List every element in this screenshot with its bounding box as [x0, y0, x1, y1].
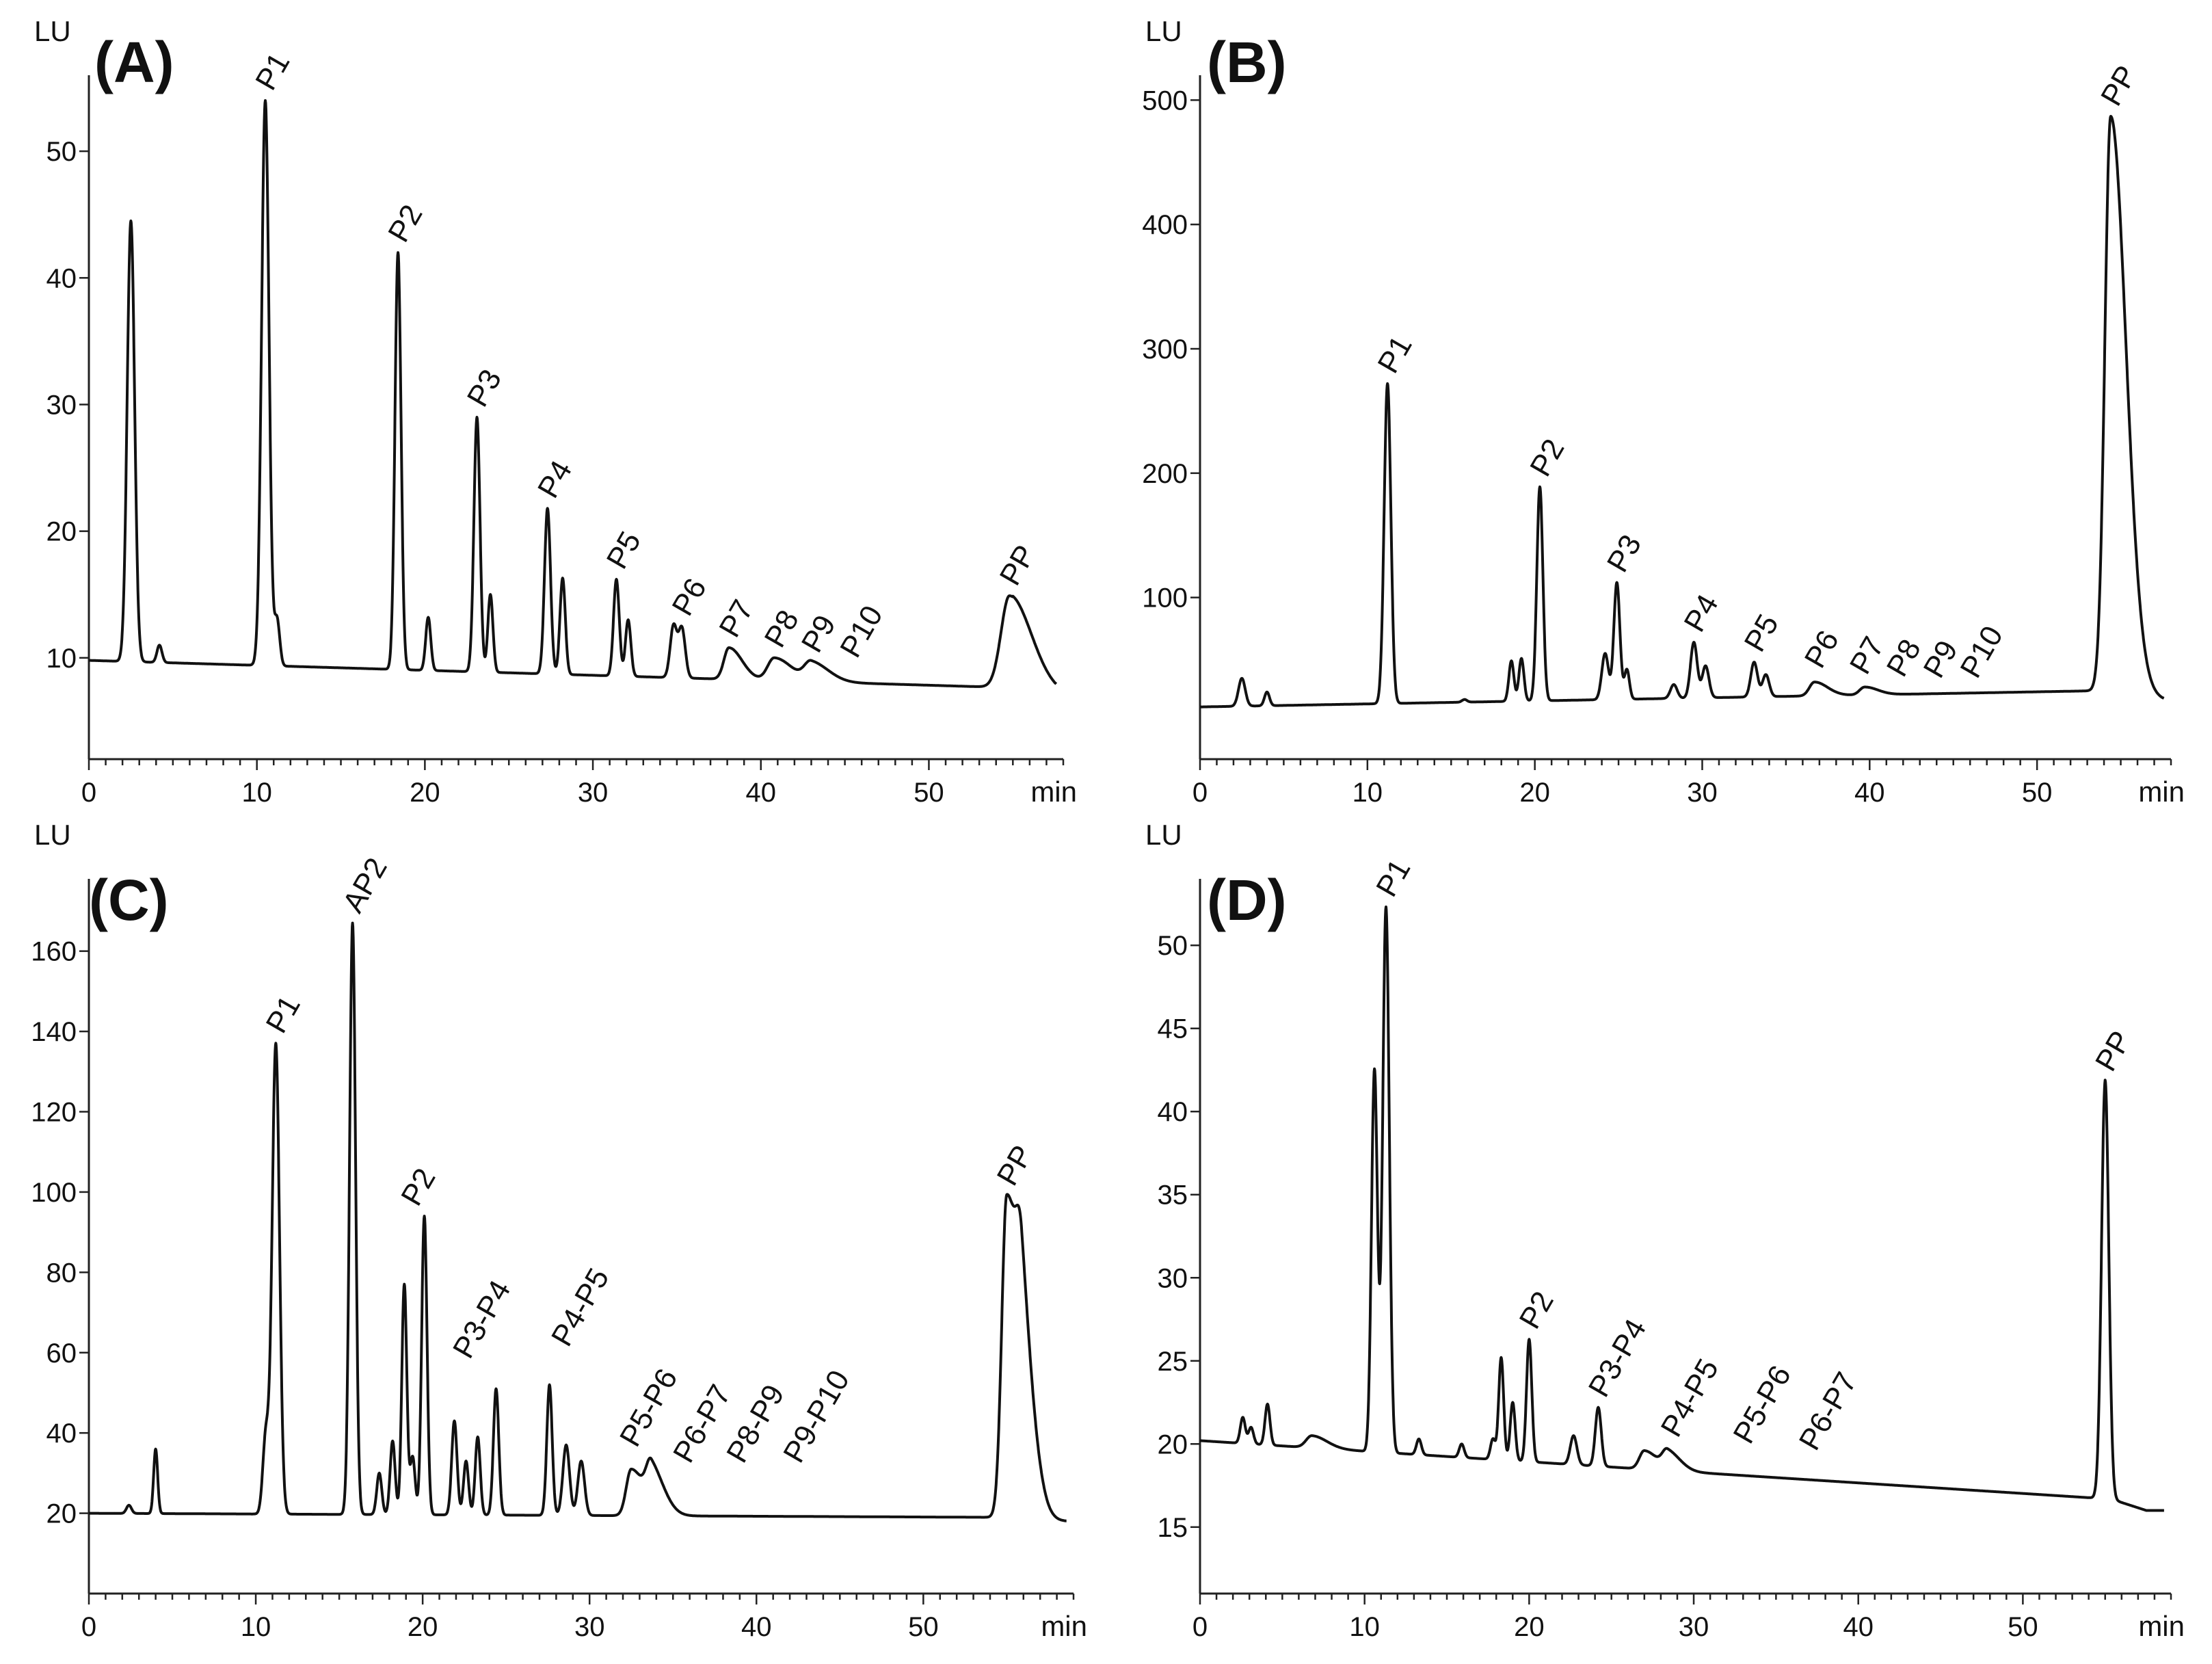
- panel-b-y-tick-label: 200: [1142, 459, 1188, 489]
- panel-b-y-tick-label: 100: [1142, 583, 1188, 613]
- panel-d-x-tick-label: 20: [1514, 1612, 1545, 1642]
- panel-a-y-tick-label: 20: [46, 517, 77, 547]
- panel-d-y-unit: LU: [1145, 819, 1182, 851]
- panel-c-x-unit: min: [1041, 1610, 1087, 1642]
- panel-c-x-tick-label: 20: [408, 1612, 438, 1642]
- panel-a-x-tick-label: 40: [746, 778, 777, 808]
- panel-a-label: (A): [94, 30, 174, 94]
- panel-b-label: (B): [1207, 30, 1287, 94]
- panel-a-y-tick-label: 10: [46, 644, 77, 674]
- panel-b-x-unit: min: [2138, 776, 2185, 808]
- panel-a-x-tick-label: 50: [914, 778, 944, 808]
- panel-b-x-tick-label: 40: [1854, 778, 1885, 808]
- panel-b-x-tick-label: 30: [1687, 778, 1718, 808]
- panel-b-y-tick-label: 300: [1142, 334, 1188, 365]
- panel-c-y-tick-label: 160: [31, 937, 77, 967]
- panel-d-y-tick-label: 30: [1158, 1263, 1188, 1293]
- panel-c-x-tick-label: 10: [241, 1612, 271, 1642]
- panel-b-trace-line: [1199, 115, 2166, 709]
- panel-c-x-tick-label: 0: [81, 1612, 96, 1642]
- panel-a-x-tick-label: 20: [410, 778, 440, 808]
- panel-a-y-tick-label: 50: [46, 137, 77, 167]
- panel-c-y-tick-label: 40: [46, 1418, 77, 1449]
- panel-b-x-tick-label: 20: [1519, 778, 1550, 808]
- panel-b-y-tick-label: 500: [1142, 85, 1188, 116]
- panel-c-x-tick-label: 30: [574, 1612, 605, 1642]
- panel-c-y-tick-label: 140: [31, 1017, 77, 1047]
- panel-d-y-tick-label: 15: [1158, 1513, 1188, 1543]
- panel-d-y-tick-label: 25: [1158, 1347, 1188, 1377]
- panel-d-x-tick-label: 40: [1843, 1612, 1874, 1642]
- panel-d-x-tick-label: 0: [1192, 1612, 1208, 1642]
- panel-d-y-tick-label: 50: [1158, 931, 1188, 961]
- panel-c-y-tick-label: 20: [46, 1499, 77, 1529]
- panel-d-x-tick-label: 30: [1679, 1612, 1709, 1642]
- panel-d-label: (D): [1207, 868, 1287, 932]
- panel-c-label: (C): [89, 868, 169, 932]
- panel-c-x-tick-label: 50: [908, 1612, 939, 1642]
- panel-c-y-unit: LU: [34, 819, 71, 851]
- panel-c-y-tick-label: 80: [46, 1258, 77, 1288]
- panel-c-trace-line: [88, 921, 1068, 1522]
- panel-d-y-tick-label: 45: [1158, 1014, 1188, 1044]
- panel-d-y-tick-label: 40: [1158, 1097, 1188, 1127]
- panel-a-x-unit: min: [1030, 776, 1077, 808]
- panel-b-x-tick-label: 50: [2022, 778, 2053, 808]
- panel-d-x-tick-label: 50: [2008, 1612, 2038, 1642]
- panel-d-x-tick-label: 10: [1349, 1612, 1380, 1642]
- panel-c-y-tick-label: 60: [46, 1338, 77, 1369]
- panel-a-y-unit: LU: [34, 15, 71, 47]
- panel-c-y-tick-label: 120: [31, 1098, 77, 1128]
- panel-a-x-tick-label: 0: [81, 778, 96, 808]
- panel-a-x-tick-label: 10: [241, 778, 272, 808]
- panel-b-y-tick-label: 400: [1142, 210, 1188, 240]
- panel-b-y-unit: LU: [1145, 15, 1182, 47]
- panel-a-y-tick-label: 40: [46, 263, 77, 293]
- panel-a-x-tick-label: 30: [578, 778, 609, 808]
- panel-d-trace-line: [1199, 906, 2166, 1512]
- panel-b-x-tick-label: 10: [1352, 778, 1383, 808]
- panel-d-y-tick-label: 35: [1158, 1180, 1188, 1211]
- panel-b-x-tick-label: 0: [1192, 778, 1208, 808]
- panel-a-y-tick-label: 30: [46, 390, 77, 420]
- panel-d-x-unit: min: [2138, 1610, 2185, 1642]
- panel-c-x-tick-label: 40: [741, 1612, 772, 1642]
- panel-a-trace-line: [88, 99, 1058, 688]
- panel-d-y-tick-label: 20: [1158, 1429, 1188, 1460]
- panel-c-y-tick-label: 100: [31, 1178, 77, 1208]
